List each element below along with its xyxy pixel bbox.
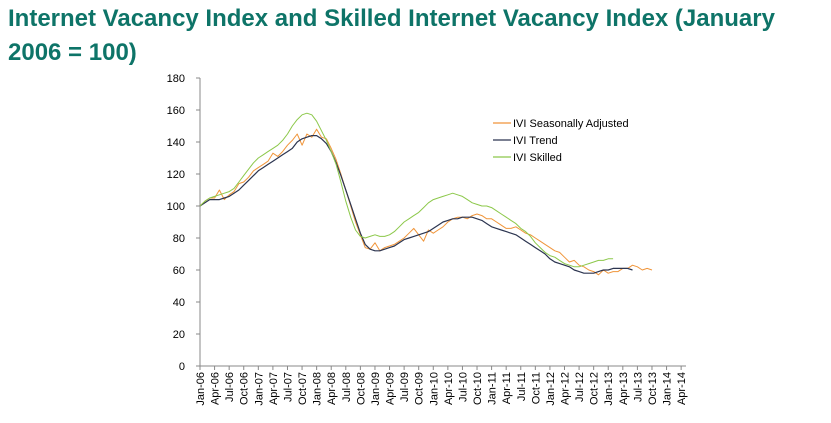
y-tick-label: 60 — [173, 265, 185, 277]
x-tick-label: Oct-07 — [297, 372, 309, 405]
x-tick-label: Oct-10 — [472, 372, 484, 405]
x-tick-label: Jul-09 — [399, 372, 411, 402]
legend-label: IVI Trend — [513, 135, 558, 147]
legend-label: IVI Skilled — [513, 152, 562, 164]
y-tick-label: 180 — [167, 73, 185, 85]
x-tick-label: Oct-06 — [239, 372, 251, 405]
x-tick-label: Apr-09 — [385, 372, 397, 405]
x-tick-label: Jul-08 — [341, 372, 353, 402]
x-tick-label: Jan-12 — [545, 372, 557, 406]
x-tick-label: Jan-09 — [370, 372, 382, 406]
x-tick-label: Jul-12 — [574, 372, 586, 402]
x-tick-label: Jul-13 — [632, 372, 644, 402]
y-tick-label: 0 — [179, 361, 185, 373]
x-tick-label: Jul-06 — [224, 372, 236, 402]
y-tick-label: 160 — [167, 105, 185, 117]
x-tick-label: Oct-08 — [355, 372, 367, 405]
x-tick-label: Jul-07 — [282, 372, 294, 402]
chart-legend: IVI Seasonally Adjusted IVI Trend IVI Skil… — [493, 118, 629, 164]
chart-series — [199, 112, 653, 276]
x-tick-label: Jul-11 — [516, 372, 528, 401]
x-tick-label: Jan-08 — [312, 372, 324, 406]
x-tick-label: Jan-13 — [603, 372, 615, 406]
x-tick-label: Apr-06 — [210, 372, 222, 405]
x-tick-label: Jan-07 — [253, 372, 265, 406]
x-tick-label: Jan-06 — [195, 372, 207, 406]
y-tick-label: 100 — [167, 201, 185, 213]
x-tick-label: Apr-13 — [618, 372, 630, 405]
x-tick-label: Apr-11 — [501, 372, 513, 404]
y-tick-label: 120 — [167, 169, 185, 181]
x-tick-label: Oct-13 — [647, 372, 659, 405]
x-tick-label: Apr-08 — [326, 372, 338, 405]
x-tick-label: Oct-12 — [589, 372, 601, 405]
y-tick-label: 40 — [173, 297, 185, 309]
series-line-2 — [199, 135, 633, 274]
series-line-3 — [199, 112, 614, 268]
x-tick-label: Apr-10 — [443, 372, 455, 405]
x-tick-label: Apr-07 — [268, 372, 280, 405]
y-tick-label: 80 — [173, 233, 185, 245]
chart-title: Internet Vacancy Index and Skilled Inter… — [8, 5, 775, 66]
legend-label: IVI Seasonally Adjusted — [513, 118, 629, 130]
x-tick-label: Jan-11 — [487, 372, 499, 405]
x-tick-label: Jan-10 — [428, 372, 440, 406]
y-tick-label: 20 — [173, 329, 185, 341]
x-tick-label: Jan-14 — [662, 372, 674, 406]
series-line-1 — [199, 128, 653, 276]
x-tick-label: Oct-11 — [530, 372, 542, 404]
x-tick-label: Oct-09 — [414, 372, 426, 405]
y-tick-label: 140 — [167, 137, 185, 149]
x-tick-label: Apr-14 — [676, 372, 688, 405]
x-tick-label: Jul-10 — [457, 372, 469, 402]
x-tick-label: Apr-12 — [560, 372, 572, 405]
